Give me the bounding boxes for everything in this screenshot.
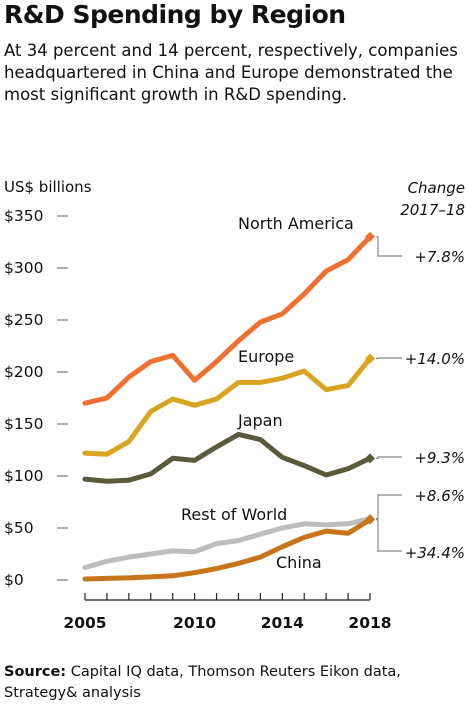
- source-label: Source:: [4, 664, 67, 680]
- x-tick-label: 2018: [348, 614, 391, 632]
- series-label: Rest of World: [181, 505, 287, 524]
- change-connector: [376, 494, 402, 520]
- series-label: North America: [238, 214, 354, 233]
- source-text: Capital IQ data, Thomson Reuters Eikon d…: [4, 664, 401, 701]
- change-label: +9.3%: [414, 449, 465, 467]
- change-header-line1: Change: [408, 179, 465, 197]
- source-note: Source: Capital IQ data, Thomson Reuters…: [4, 662, 464, 704]
- series-line: [82, 516, 373, 570]
- change-label: +8.6%: [414, 487, 465, 505]
- series-line: [82, 517, 373, 582]
- y-tick-label: $250: [4, 311, 43, 329]
- change-connector: [376, 456, 402, 459]
- change-header-line2: 2017–18: [400, 201, 465, 219]
- series-end-marker: [365, 353, 375, 364]
- y-tick-label: $150: [4, 415, 43, 433]
- x-tick-label: 2010: [173, 614, 216, 632]
- y-tick-label: $200: [4, 363, 43, 381]
- series-line: [82, 356, 373, 457]
- series-label: Japan: [237, 411, 283, 430]
- change-label: +34.4%: [405, 544, 465, 562]
- y-axis-label: US$ billions: [4, 178, 92, 196]
- chart-subtitle: At 34 percent and 14 percent, respective…: [4, 41, 458, 104]
- series-line: [82, 431, 373, 484]
- chart-title: R&D Spending by Region: [4, 0, 346, 29]
- series-label: China: [276, 553, 322, 572]
- x-tick-label: 2005: [63, 614, 106, 632]
- change-connector: [376, 236, 402, 257]
- series-end-marker: [365, 453, 375, 464]
- y-tick-label: $0: [4, 571, 24, 589]
- y-tick-label: $350: [4, 207, 43, 225]
- y-tick-label: $100: [4, 467, 43, 485]
- change-label: +7.8%: [414, 248, 465, 266]
- series-end-marker: [365, 231, 375, 242]
- series-label: Europe: [238, 347, 294, 366]
- series-end-marker: [365, 514, 375, 525]
- change-label: +14.0%: [405, 350, 465, 368]
- y-tick-label: $50: [4, 519, 34, 537]
- y-tick-label: $300: [4, 259, 43, 277]
- x-tick-label: 2014: [261, 614, 304, 632]
- series-line: [82, 234, 373, 406]
- change-connector: [376, 519, 402, 552]
